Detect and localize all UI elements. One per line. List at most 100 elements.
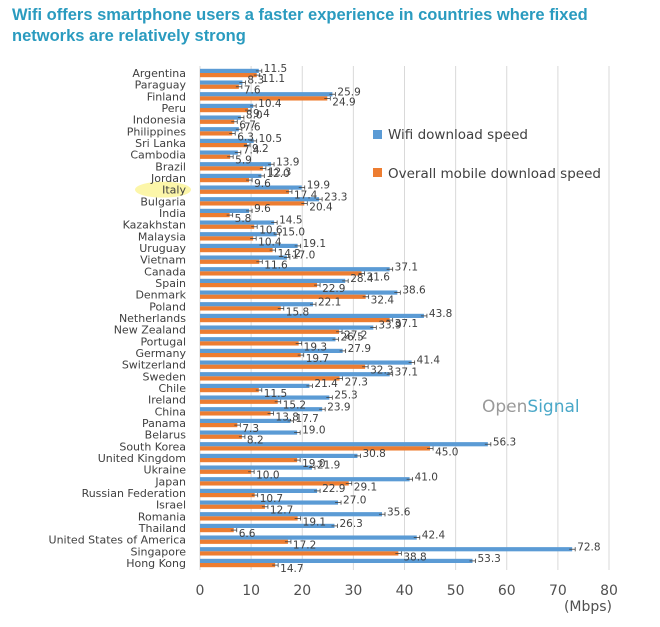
- category-label: Philippines: [127, 125, 187, 138]
- bar-overall: [200, 446, 431, 451]
- bar-wifi: [200, 547, 573, 552]
- bar-overall: [200, 399, 278, 404]
- bar-wifi: [200, 92, 333, 97]
- value-label-overall: 9.4: [253, 108, 270, 120]
- bar-overall: [200, 481, 349, 486]
- bar-wifi: [200, 360, 412, 365]
- category-label: Poland: [149, 300, 186, 313]
- bar-wifi: [200, 80, 243, 85]
- bar-wifi: [200, 150, 238, 155]
- bar-wifi: [200, 383, 310, 388]
- category-label: Ukraine: [144, 464, 187, 477]
- value-label-wifi: 19.1: [303, 238, 326, 250]
- legend-swatch-wifi: [373, 130, 382, 139]
- bar-overall: [200, 96, 328, 101]
- bar-wifi: [200, 232, 277, 237]
- value-label-wifi: 22.9: [322, 483, 345, 495]
- category-label: Canada: [144, 265, 186, 278]
- bar-overall: [200, 563, 276, 568]
- value-label-wifi: 28.4: [350, 273, 374, 285]
- bar-wifi: [200, 395, 330, 400]
- value-label-overall: 24.9: [332, 96, 355, 108]
- bar-wifi: [200, 430, 298, 435]
- legend-label-overall: Overall mobile download speed: [388, 166, 601, 182]
- value-label-overall: 17.2: [293, 540, 316, 552]
- value-label-overall: 10.0: [256, 470, 279, 482]
- category-label: Belarus: [145, 429, 187, 442]
- value-label-wifi: 43.8: [429, 308, 452, 320]
- value-label-overall: 7.3: [242, 423, 259, 435]
- bar-overall: [200, 528, 234, 533]
- value-label-wifi: 9.6: [254, 203, 271, 215]
- category-label: Thailand: [138, 522, 186, 535]
- value-label-overall: 20.4: [309, 201, 333, 213]
- value-label-overall: 27.2: [344, 330, 367, 342]
- value-label-overall: 6.7: [239, 120, 256, 132]
- bar-overall: [200, 236, 254, 241]
- value-label-overall: 29.1: [354, 481, 377, 493]
- x-tick-label: 80: [600, 583, 618, 599]
- category-label: Sweden: [143, 370, 186, 383]
- category-label: Israel: [156, 499, 186, 512]
- value-label-wifi: 23.3: [324, 191, 347, 203]
- value-label-wifi: 33.9: [378, 320, 401, 332]
- value-label-wifi: 25.3: [334, 390, 357, 402]
- value-label-wifi: 15.0: [282, 226, 305, 238]
- bar-overall: [200, 178, 250, 183]
- bar-wifi: [200, 103, 254, 108]
- value-label-overall: 19.0: [302, 458, 325, 470]
- bar-wifi: [200, 512, 383, 517]
- bar-overall: [200, 539, 288, 544]
- category-label: Cambodia: [130, 149, 186, 162]
- bar-overall: [200, 259, 260, 264]
- bar-overall: [200, 434, 242, 439]
- category-label: India: [159, 207, 186, 220]
- bar-wifi: [200, 500, 339, 505]
- bar-wifi: [200, 348, 343, 353]
- legend: Wifi download speed Overall mobile downl…: [373, 127, 601, 182]
- opensignal-logo: OpenSignal: [482, 397, 580, 417]
- bar-overall: [200, 271, 362, 276]
- category-label: Netherlands: [119, 312, 186, 325]
- value-label-wifi: 42.4: [422, 530, 446, 542]
- category-labels: ArgentinaParaguayFinlandPeruIndonesiaPhi…: [49, 67, 187, 570]
- value-label-overall: 5.8: [235, 213, 252, 225]
- value-label-wifi: 19.0: [302, 425, 325, 437]
- value-label-overall: 10.6: [259, 225, 283, 237]
- value-label-overall: 12.7: [270, 505, 293, 517]
- category-label: Peru: [161, 102, 186, 115]
- value-label-wifi: 41.0: [415, 471, 438, 483]
- category-label: Indonesia: [133, 114, 186, 127]
- category-label: Panama: [142, 417, 186, 430]
- value-label-overall: 10.7: [260, 493, 283, 505]
- value-label-overall: 19.1: [303, 516, 326, 528]
- category-label: South Korea: [119, 440, 186, 453]
- value-label-wifi: 25.9: [337, 86, 360, 98]
- value-label-wifi: 35.6: [387, 506, 411, 518]
- bar-overall: [200, 306, 281, 311]
- value-label-wifi: 30.8: [362, 448, 385, 460]
- category-label: Argentina: [132, 67, 186, 80]
- bar-overall: [200, 84, 239, 89]
- x-tick-label: 10: [242, 583, 260, 599]
- category-label: Romania: [138, 510, 186, 523]
- category-label: Japan: [154, 475, 186, 488]
- value-label-overall: 5.9: [235, 155, 252, 167]
- x-axis-ticks: 0 10 20 30 40 50 60 70 80: [196, 583, 618, 599]
- value-label-overall: 9.2: [252, 143, 269, 155]
- category-label: Uruguay: [139, 242, 186, 255]
- x-tick-label: 60: [498, 583, 516, 599]
- value-label-wifi: 10.4: [258, 98, 282, 110]
- x-tick-label: 0: [196, 583, 205, 599]
- bar-wifi: [200, 68, 259, 73]
- bar-overall: [200, 388, 259, 393]
- value-label-overall: 14.7: [280, 563, 303, 575]
- category-label: United Kingdom: [98, 452, 186, 465]
- category-label: Kazakhstan: [123, 219, 186, 232]
- value-label-overall: 14.2: [278, 248, 301, 260]
- bar-wifi: [200, 255, 287, 260]
- bar-wifi: [200, 337, 336, 342]
- bar-wifi: [200, 173, 262, 178]
- value-label-wifi: 22.1: [318, 296, 341, 308]
- value-label-wifi: 17.0: [292, 250, 315, 262]
